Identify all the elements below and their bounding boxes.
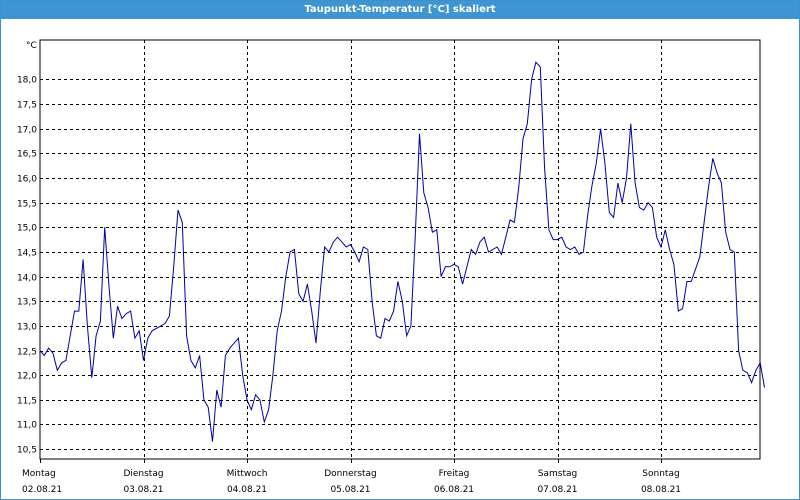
- y-tick-label: 14,5: [17, 249, 37, 259]
- x-date-label: 05.08.21: [330, 485, 370, 495]
- x-date-label: 06.08.21: [434, 485, 474, 495]
- y-tick-label: 11,0: [17, 421, 37, 431]
- y-tick-label: 14,0: [17, 274, 37, 284]
- x-date-label: 07.08.21: [537, 485, 577, 495]
- x-weekday-label: Sonntag: [642, 469, 679, 479]
- y-tick-label: 13,0: [17, 323, 37, 333]
- x-weekday-label: Samstag: [538, 469, 577, 479]
- x-weekday-label: Dienstag: [123, 469, 163, 479]
- series-line: [39, 61, 765, 442]
- y-tick-label: 18,0: [17, 76, 37, 86]
- x-weekday-label: Montag: [22, 469, 56, 479]
- y-tick-label: 10,5: [17, 446, 37, 456]
- y-tick-label: 16,0: [17, 175, 37, 185]
- x-date-label: 03.08.21: [123, 485, 163, 495]
- y-tick-label: 11,5: [17, 397, 37, 407]
- plot-area: [39, 39, 761, 460]
- x-date-label: 08.08.21: [641, 485, 681, 495]
- y-unit-label: °C: [26, 41, 37, 51]
- x-date-label: 02.08.21: [22, 485, 62, 495]
- x-date-label: 04.08.21: [227, 485, 267, 495]
- x-weekday-label: Freitag: [439, 469, 470, 479]
- y-tick-label: 12,5: [17, 348, 37, 358]
- x-weekday-label: Donnerstag: [324, 469, 377, 479]
- y-tick-label: 15,0: [17, 224, 37, 234]
- y-tick-label: 17,5: [17, 101, 37, 111]
- y-tick-label: 17,0: [17, 126, 37, 136]
- y-tick-label: 13,5: [17, 298, 37, 308]
- y-tick-label: 12,0: [17, 372, 37, 382]
- x-weekday-label: Mittwoch: [227, 469, 268, 479]
- window-title: Taupunkt-Temperatur [°C] skaliert: [1, 1, 799, 19]
- y-tick-label: 16,5: [17, 150, 37, 160]
- y-tick-label: 15,5: [17, 200, 37, 210]
